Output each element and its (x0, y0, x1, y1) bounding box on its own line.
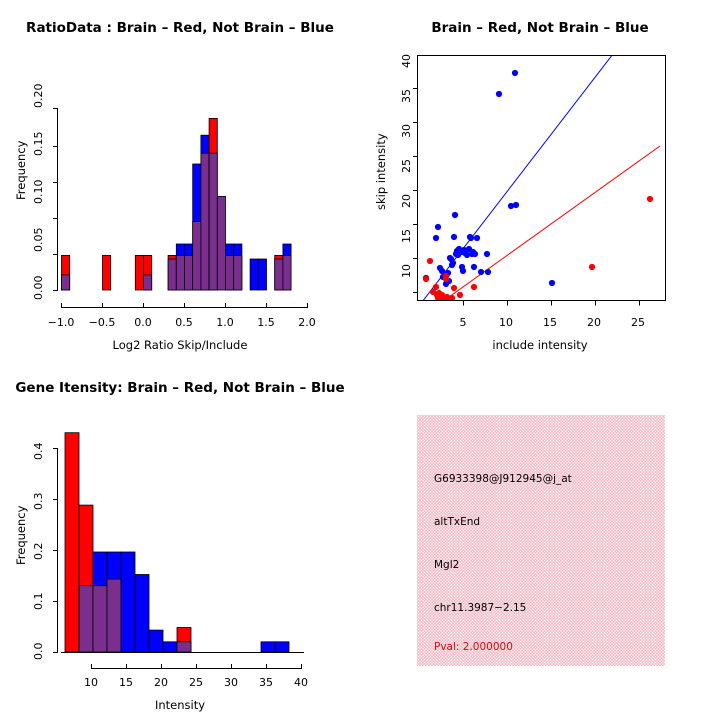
ratio-histogram-xlabel: Log2 Ratio Skip/Include (112, 338, 248, 352)
gene-xtick-1: 15 (119, 676, 133, 689)
red-fit-line (443, 145, 661, 300)
ratio-xtick-1: −0.5 (88, 316, 116, 329)
panel-ratio-histogram: RatioData : Brain – Red, Not Brain – Blu… (0, 0, 360, 360)
gene-xtick-2: 20 (154, 676, 168, 689)
gene-xtick-3: 25 (189, 676, 203, 689)
event-type-text: altTxEnd (434, 516, 481, 528)
panel-intensity-scatter: Brain – Red, Not Brain – Blue skip inten… (360, 0, 720, 360)
gene-xtick-6: 40 (294, 676, 308, 689)
ratio-xtick-6: 2.0 (298, 316, 316, 329)
scatter-xtick-3: 20 (587, 316, 601, 329)
panel-probe-info: G6933398@J912945@j_at altTxEnd Mgl2 chr1… (360, 360, 720, 720)
pval-text: Pval: 2.000000 (434, 641, 513, 653)
gene-histogram-title: Gene Itensity: Brain – Red, Not Brain – … (15, 380, 345, 396)
ratio-histogram-plot (53, 108, 308, 308)
gene-symbol-text: Mgl2 (434, 559, 460, 571)
ratio-xtick-4: 1.0 (216, 316, 234, 329)
ratio-xtick-0: −1.0 (47, 316, 75, 329)
scatter-xtick-2: 15 (543, 316, 557, 329)
scatter-plot (413, 55, 666, 306)
panel-gene-intensity-histogram: Gene Itensity: Brain – Red, Not Brain – … (0, 360, 360, 720)
ratio-xtick-2: 0.0 (134, 316, 152, 329)
gene-xtick-5: 35 (259, 676, 273, 689)
ratio-histogram-title: RatioData : Brain – Red, Not Brain – Blu… (26, 20, 334, 36)
scatter-xtick-0: 5 (459, 316, 467, 329)
scatter-xtick-1: 10 (499, 316, 513, 329)
gene-histogram-plot (53, 432, 304, 669)
gene-xtick-0: 10 (84, 676, 98, 689)
locus-text: chr11.3987−2.15 (434, 602, 527, 614)
ratio-xtick-3: 0.5 (175, 316, 193, 329)
probe-info-background: G6933398@J912945@j_at altTxEnd Mgl2 chr1… (417, 415, 665, 666)
gene-xtick-4: 30 (224, 676, 238, 689)
scatter-xlabel: include intensity (492, 338, 588, 352)
gene-histogram-xlabel: Intensity (154, 698, 206, 712)
ratio-xtick-5: 1.5 (257, 316, 275, 329)
probe-id-text: G6933398@J912945@j_at (434, 473, 572, 485)
scatter-title: Brain – Red, Not Brain – Blue (431, 20, 649, 36)
scatter-xtick-4: 25 (631, 316, 645, 329)
